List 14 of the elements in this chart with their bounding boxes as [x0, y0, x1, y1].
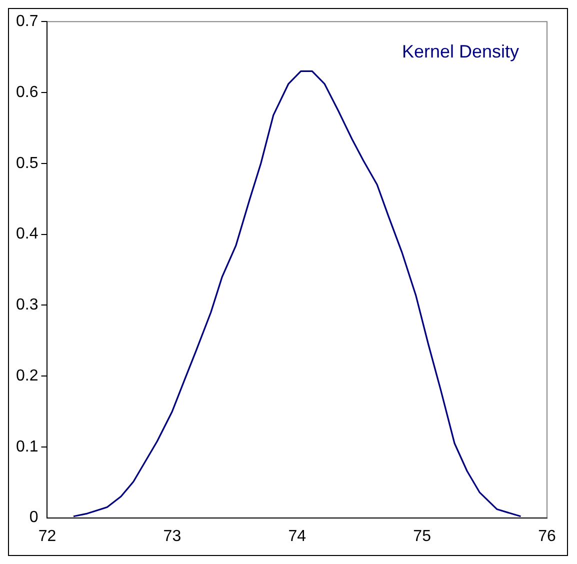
x-tick-label: 73 [163, 528, 182, 545]
y-tick-label: 0.5 [16, 154, 38, 172]
y-tick-label: 0.2 [16, 367, 38, 384]
x-tick-label: 76 [538, 528, 556, 545]
y-tick-label: 0.6 [16, 84, 38, 101]
y-tick-label: 0.1 [16, 438, 38, 456]
x-tick-label: 72 [38, 528, 56, 545]
text: Kernel Density [402, 42, 519, 62]
y-tick-label: 0 [29, 509, 38, 526]
y-tick-label: 0.3 [16, 296, 38, 314]
y-tick-label: 0.4 [16, 226, 38, 243]
y-tick-label: 0.7 [16, 13, 38, 30]
x-tick-label: 75 [413, 528, 432, 545]
x-tick-label: 74 [288, 528, 306, 545]
